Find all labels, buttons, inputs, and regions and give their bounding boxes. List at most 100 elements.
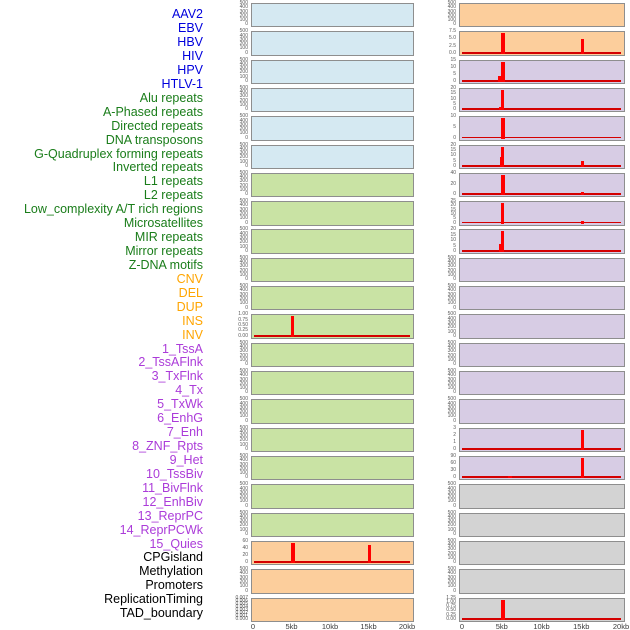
y-tick-label: 200 <box>239 267 248 274</box>
y-tick-label: 5 <box>453 100 456 107</box>
y-tick-label: 1 <box>453 438 456 445</box>
signal-spike <box>499 244 505 252</box>
y-tick-label: 400 <box>239 174 248 181</box>
y-tick-label: 500 <box>239 113 248 120</box>
y-tick-label: 0 <box>453 361 456 368</box>
y-tick-label: 300 <box>239 150 248 157</box>
y-tick-label: 500 <box>239 226 248 233</box>
y-tick-label: 300 <box>447 546 456 553</box>
track-label-6-enhg: 6_EnhG <box>157 411 203 426</box>
x-tick-label: 10kb <box>321 621 339 630</box>
y-tick-label: 0.004 <box>235 603 248 610</box>
panel-inverted-repeats <box>251 314 414 339</box>
y-tick-label: 0 <box>453 559 456 566</box>
track-label-14-reprpcwk: 14_ReprPCWk <box>119 522 203 537</box>
y-tick-label: 0.000 <box>235 615 248 622</box>
y-tick-label: 0 <box>245 49 248 56</box>
y-tick-label: 100 <box>239 413 248 420</box>
y-tick-label: 1.25 <box>446 594 456 601</box>
y-tick-label: 200 <box>239 211 248 217</box>
y-tick-label: 90 <box>450 452 456 459</box>
y-tick-label: 0 <box>245 502 248 509</box>
track-label-ebv: EBV <box>177 21 203 36</box>
y-tick-label: 400 <box>447 513 456 520</box>
y-tick-label: 500 <box>447 537 456 544</box>
panel-1-tssa <box>459 59 625 84</box>
y-tick-label: 10 <box>450 237 456 244</box>
panel-z-dna-motifs <box>251 512 414 537</box>
y-tick-label: 0 <box>245 162 248 169</box>
panel-l1-repeats <box>251 342 414 368</box>
y-tick-label: 500 <box>447 566 456 573</box>
y-tick-label: 300 <box>239 178 248 185</box>
panel-5-txwk <box>459 172 625 198</box>
y-tick-label: 0 <box>453 21 456 28</box>
x-tick-label: 0 <box>250 621 256 630</box>
panel-dup <box>251 597 414 622</box>
y-tick-label: 100 <box>239 526 248 533</box>
y-tick-label: 200 <box>447 380 456 387</box>
y-tick-label: 0.75 <box>238 316 248 323</box>
panel-aav2 <box>251 3 414 28</box>
y-tick-label: 500 <box>447 0 456 6</box>
panel-ebv <box>251 31 414 56</box>
y-tick-label: 100 <box>447 413 456 420</box>
track-label-tad-boundary: TAD_boundary <box>119 606 203 621</box>
y-tick-label: 400 <box>239 60 248 67</box>
panel-cnv <box>251 540 414 566</box>
y-tick-label: 0 <box>245 587 248 594</box>
panel-hiv <box>251 87 414 113</box>
track-label-12-enhbiv: 12_EnhBiv <box>142 494 203 509</box>
y-tick-label: 300 <box>447 348 456 355</box>
y-tick-label: 400 <box>447 315 456 322</box>
y-tick-label: 0 <box>245 559 248 566</box>
y-tick-label: 300 <box>447 8 456 15</box>
track-label-ins: INS <box>182 313 203 328</box>
panel-2-tssaflnk <box>459 87 625 113</box>
signal-baseline <box>462 51 621 54</box>
y-tick-label: 40 <box>450 169 456 176</box>
signal-spike <box>290 542 295 564</box>
y-tick-label: 200 <box>239 409 248 416</box>
panel-low-complexity-a-t-rich-regions <box>251 399 414 424</box>
y-tick-label: 400 <box>239 259 248 266</box>
track-label-del: DEL <box>178 285 203 300</box>
track-label-z-dna-motifs: Z-DNA motifs <box>128 257 203 272</box>
y-tick-label: 15 <box>450 56 456 63</box>
track-label-promoters: Promoters <box>145 578 203 593</box>
track-label-microsatellites: Microsatellites <box>123 216 203 231</box>
y-tick-label: 0.75 <box>446 603 456 610</box>
y-tick-label: 500 <box>447 283 456 290</box>
y-tick-label: 100 <box>447 385 456 392</box>
panel-hbv <box>251 59 414 84</box>
panel-8-znf-rpts <box>459 257 625 283</box>
y-tick-label: 0 <box>245 389 248 396</box>
y-tick-label: 500 <box>239 509 248 516</box>
track-label-hiv: HIV <box>182 48 203 63</box>
y-tick-label: 500 <box>239 28 248 35</box>
y-tick-label: 500 <box>239 339 248 346</box>
y-tick-label: 300 <box>447 376 456 383</box>
panel-6-enhg <box>459 201 625 226</box>
track-label-inverted-repeats: Inverted repeats <box>112 160 203 175</box>
signal-spike <box>498 106 502 111</box>
y-tick-label: 0 <box>453 304 456 311</box>
signal-spike <box>580 161 584 167</box>
track-label-hbv: HBV <box>177 35 203 50</box>
y-tick-label: 400 <box>447 485 456 492</box>
y-tick-label: 300 <box>239 348 248 355</box>
track-label-dup: DUP <box>176 299 203 314</box>
y-tick-label: 0.006 <box>235 597 248 604</box>
y-tick-label: 20 <box>450 226 456 233</box>
signal-spike <box>580 457 584 479</box>
y-tick-label: 300 <box>239 206 248 213</box>
track-label-13-reprpc: 13_ReprPC <box>137 508 203 523</box>
y-tick-label: 100 <box>239 243 248 250</box>
signal-spike <box>501 203 505 224</box>
y-tick-label: 300 <box>239 93 248 100</box>
signal-spike <box>581 220 584 224</box>
y-tick-label: 200 <box>447 324 456 331</box>
panel-15-quies <box>459 455 625 481</box>
y-tick-label: 200 <box>447 409 456 416</box>
y-tick-label: 400 <box>239 117 248 124</box>
